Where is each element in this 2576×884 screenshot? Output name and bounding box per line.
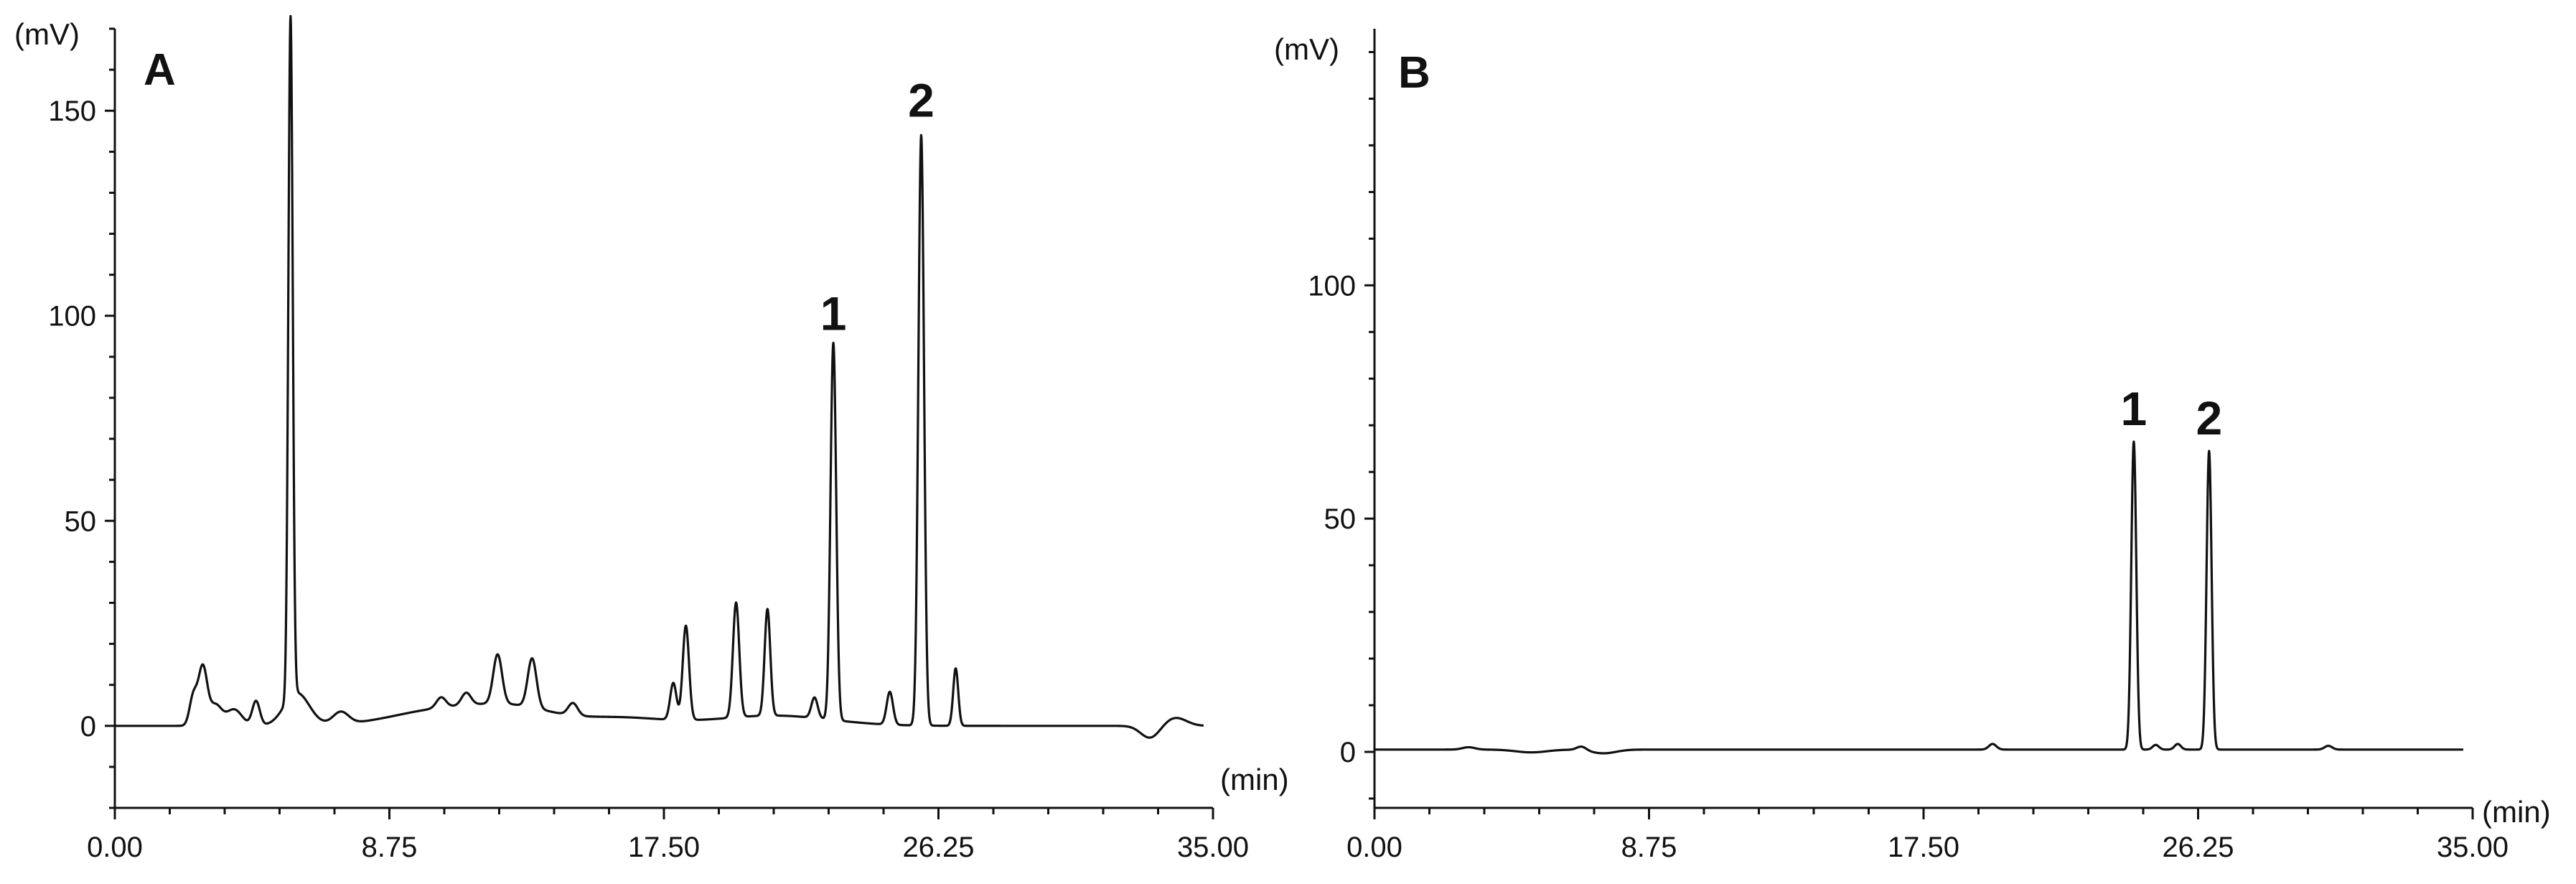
x-axis-unit-label: (min) <box>1220 763 1289 796</box>
y-axis-unit-label: (mV) <box>1274 32 1339 66</box>
x-tick-label: 8.75 <box>362 832 418 863</box>
y-tick-label: 50 <box>1324 503 1357 535</box>
chart-panel-a: 0 50 100 150 0.00 8.75 17.50 26.25 35.00 (mV) (min… <box>14 14 1289 863</box>
y-tick-label: 100 <box>1308 270 1356 302</box>
chromatogram-trace <box>113 14 1205 739</box>
y-tick-label: 50 <box>65 506 97 537</box>
y-tick-label: 150 <box>48 96 96 127</box>
y-tick-label: 0 <box>80 711 96 743</box>
y-tick-label: 0 <box>1340 737 1356 768</box>
panel-letter: A <box>144 45 176 95</box>
x-tick-label: 17.50 <box>628 832 700 863</box>
y-axis-unit-label: (mV) <box>14 17 80 51</box>
peak-label-1: 1 <box>2121 382 2148 435</box>
x-tick-label: 26.25 <box>902 832 974 863</box>
x-tick-label: 17.50 <box>1888 832 1959 863</box>
x-tick-label: 35.00 <box>2437 832 2509 863</box>
peak-label-2: 2 <box>2196 391 2222 445</box>
x-tick-label: 26.25 <box>2162 832 2234 863</box>
peak-label-2: 2 <box>908 73 935 126</box>
x-tick-label: 0.00 <box>87 832 143 863</box>
x-tick-label: 35.00 <box>1177 832 1249 863</box>
x-axis-unit-label: (min) <box>2482 795 2551 829</box>
x-tick-label: 8.75 <box>1621 832 1677 863</box>
panel-letter: B <box>1398 48 1430 98</box>
y-tick-label: 100 <box>48 301 96 332</box>
peak-label-1: 1 <box>820 287 847 340</box>
chromatogram-trace <box>1373 440 2465 755</box>
chart-panel-b: 0 50 100 0.00 8.75 17.50 26.25 35.00 (mV) (min) B 1… <box>1274 29 2551 863</box>
x-tick-label: 0.00 <box>1346 832 1402 863</box>
